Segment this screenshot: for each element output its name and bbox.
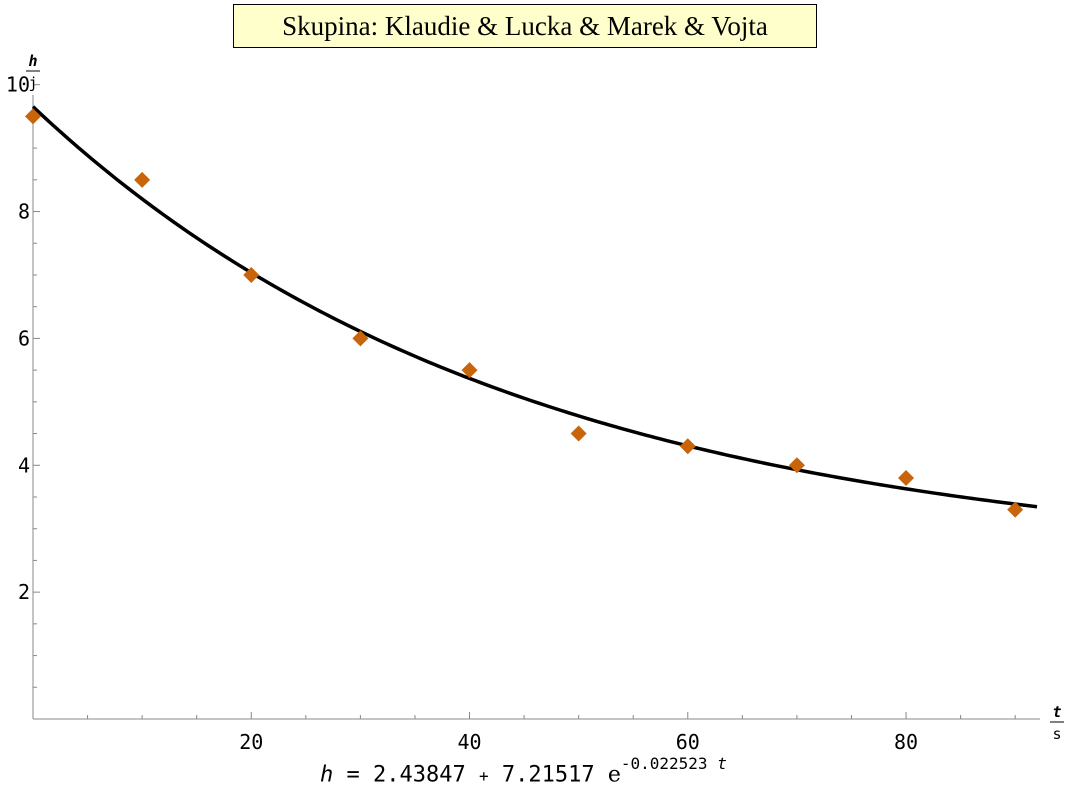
chart-title: Skupina: Klaudie & Lucka & Marek & Vojta	[233, 4, 817, 48]
y-tick-label: 4	[18, 453, 30, 477]
y-tick-label: 2	[18, 580, 30, 604]
x-axis-unit: t s	[1050, 703, 1064, 743]
data-point	[352, 330, 369, 347]
fit-formula: h = 2.43847 + 7.21517 e-0.022523 t	[320, 754, 727, 788]
y-unit-denominator: j	[28, 74, 37, 92]
data-point	[243, 266, 260, 283]
data-point	[134, 171, 151, 188]
x-tick-label: 60	[676, 730, 700, 754]
y-tick-label: 10	[6, 73, 30, 97]
tick-marks	[33, 84, 1016, 719]
data-point	[25, 108, 41, 125]
axes	[32, 95, 1040, 720]
data-points	[25, 108, 1024, 518]
x-tick-label: 20	[239, 730, 263, 754]
formula-lhs: h	[320, 762, 334, 788]
x-tick-label: 40	[457, 730, 481, 754]
formula-equals: =	[346, 762, 360, 788]
data-point	[788, 457, 805, 474]
formula-base: e	[607, 762, 621, 788]
data-point	[898, 469, 915, 486]
y-unit-numerator: h	[28, 52, 37, 70]
x-unit-denominator: s	[1052, 725, 1061, 743]
y-axis-unit: h j	[26, 52, 40, 92]
fit-curve	[31, 105, 1038, 509]
tick-labels: 20 40 60 80 2 4 6 8 10	[6, 73, 918, 754]
formula-coefficient: 7.21517	[501, 762, 595, 788]
x-unit-numerator: t	[1052, 703, 1061, 721]
data-point	[1007, 501, 1024, 518]
y-tick-label: 6	[18, 326, 30, 350]
x-tick-label: 80	[894, 730, 918, 754]
data-point	[570, 425, 587, 442]
data-point	[461, 362, 478, 379]
formula-plus: +	[478, 766, 489, 786]
formula-constant: 2.43847	[373, 762, 466, 788]
data-point	[679, 438, 696, 455]
formula-exponent: -0.022523 t	[620, 754, 727, 773]
y-tick-label: 8	[18, 200, 30, 224]
